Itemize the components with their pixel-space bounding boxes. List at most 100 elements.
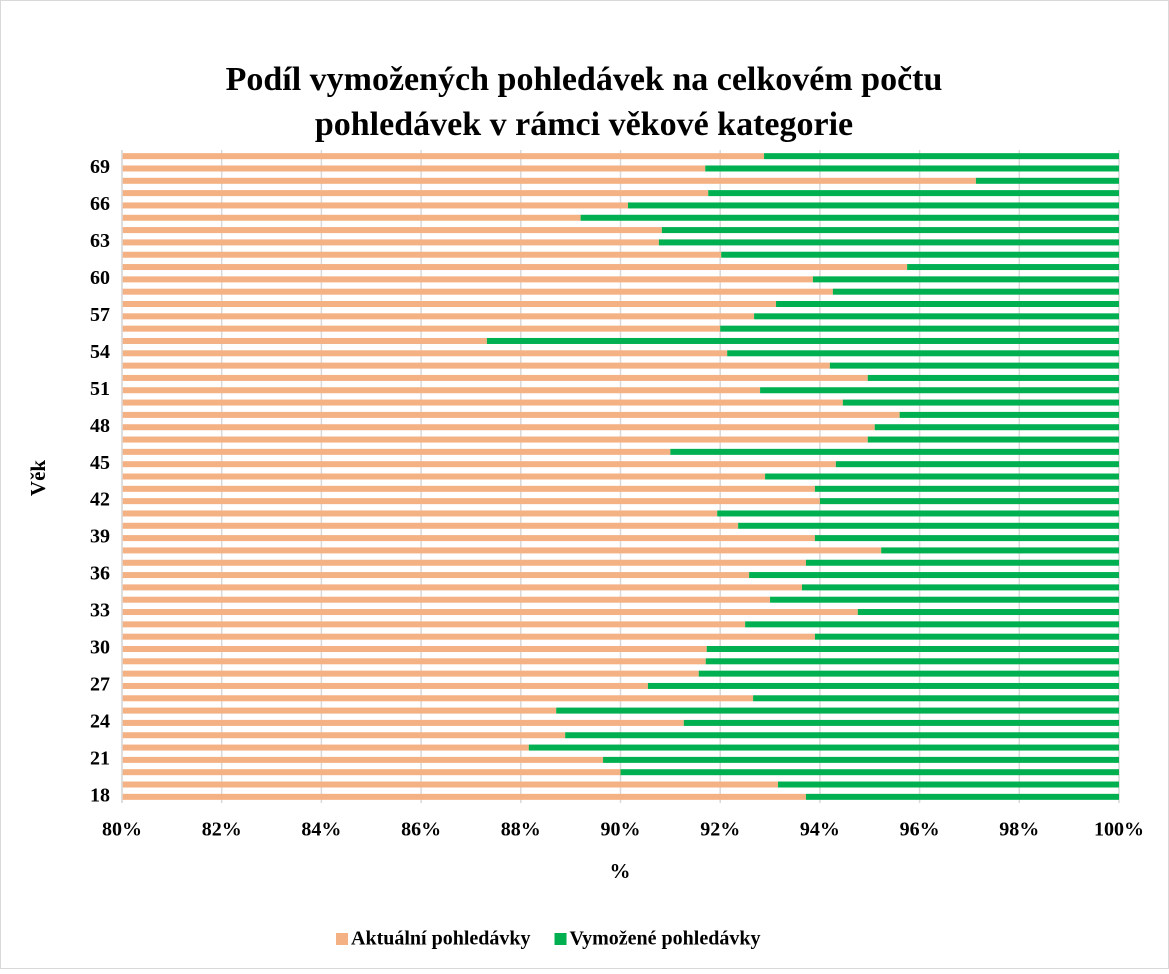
bar-segment xyxy=(708,190,1119,197)
bar-segment xyxy=(580,214,1119,221)
y-tick-label: 24 xyxy=(90,711,110,733)
bar-segment xyxy=(122,559,806,566)
chart-subtitle: pohledávek v rámci věkové kategorie xyxy=(315,106,853,143)
bar-segment xyxy=(122,769,621,776)
bar-segment xyxy=(122,387,761,394)
bar-segment xyxy=(122,695,754,702)
y-tick-label: 18 xyxy=(90,784,110,806)
bar-segment xyxy=(670,448,1119,455)
bar-segment xyxy=(122,670,699,677)
bar-segment xyxy=(867,436,1119,443)
bar-segment xyxy=(565,732,1119,739)
legend-label: Aktuální pohledávky xyxy=(351,928,531,950)
y-tick-label: 45 xyxy=(90,452,110,474)
bar-segment xyxy=(832,288,1119,295)
bar-segment xyxy=(122,658,706,665)
bar-segment xyxy=(122,732,566,739)
bar-segment xyxy=(122,682,648,689)
x-tick-label: 100% xyxy=(1094,819,1144,841)
bar-segment xyxy=(122,522,739,529)
bar-segment xyxy=(814,633,1119,640)
bar-segment xyxy=(975,177,1119,184)
bar-segment xyxy=(764,153,1119,160)
bar-segment xyxy=(122,301,777,308)
bar-segment xyxy=(122,498,820,505)
bar-segment xyxy=(122,337,487,344)
y-axis-label: Věk xyxy=(26,460,50,496)
bar-segment xyxy=(122,251,722,258)
bar-segment xyxy=(867,374,1119,381)
y-tick-label: 48 xyxy=(90,415,110,437)
bar-segment xyxy=(620,769,1119,776)
bar-segment xyxy=(122,584,802,591)
bar-segment xyxy=(122,572,750,579)
bar-segment xyxy=(749,572,1119,579)
bar-segment xyxy=(705,165,1119,172)
bar-segment xyxy=(717,510,1119,517)
bar-segment xyxy=(814,485,1119,492)
y-tick-label: 42 xyxy=(90,489,110,511)
y-tick-label: 63 xyxy=(90,230,110,252)
bar-segment xyxy=(874,424,1119,431)
bar-segment xyxy=(122,510,718,517)
y-tick-label: 60 xyxy=(90,267,110,289)
bar-segment xyxy=(776,301,1119,308)
bar-segment xyxy=(627,202,1119,209)
bar-segment xyxy=(683,719,1119,726)
x-tick-label: 84% xyxy=(301,819,341,841)
x-tick-label: 86% xyxy=(401,819,441,841)
legend-swatch xyxy=(554,933,567,945)
bar-segment xyxy=(778,781,1119,788)
bar-segment xyxy=(720,325,1119,332)
x-tick-label: 98% xyxy=(999,819,1039,841)
bar-segment xyxy=(486,337,1119,344)
bar-segment xyxy=(122,276,813,283)
bar-segment xyxy=(760,387,1119,394)
bar-segment xyxy=(122,609,858,616)
bar-segment xyxy=(122,461,836,468)
bar-segment xyxy=(122,202,628,209)
bar-segment xyxy=(122,350,728,357)
bar-segment xyxy=(122,781,779,788)
bar-segment xyxy=(122,633,815,640)
bar-segment xyxy=(122,374,868,381)
bar-segment xyxy=(122,473,766,480)
bar-segment xyxy=(661,227,1119,234)
bar-segment xyxy=(528,744,1119,751)
x-tick-label: 90% xyxy=(601,819,641,841)
bar-segment xyxy=(814,535,1119,542)
bar-segment xyxy=(122,190,709,197)
y-tick-label: 27 xyxy=(90,674,110,696)
y-tick-label: 30 xyxy=(90,637,110,659)
y-tick-label: 51 xyxy=(90,378,110,400)
bar-segment xyxy=(122,177,976,184)
bar-segment xyxy=(122,362,830,369)
bar-segment xyxy=(556,707,1119,714)
bar-segment xyxy=(754,313,1119,320)
bar-segment xyxy=(122,707,557,714)
chart-title: Podíl vymožených pohledávek na celkovém … xyxy=(226,61,943,98)
bar-segment xyxy=(122,264,908,271)
x-tick-label: 82% xyxy=(202,819,242,841)
x-tick-label: 94% xyxy=(800,819,840,841)
bar-segment xyxy=(122,756,604,763)
bar-segment xyxy=(122,448,671,455)
bar-segment xyxy=(122,313,755,320)
bar-segment xyxy=(122,153,765,160)
bar-segment xyxy=(122,547,882,554)
bar-segment xyxy=(122,436,868,443)
bar-segment xyxy=(907,264,1119,271)
bar-segment xyxy=(122,793,806,800)
bar-segment xyxy=(122,645,707,652)
bar-segment xyxy=(835,461,1119,468)
bar-segment xyxy=(801,584,1119,591)
bar-segment xyxy=(698,670,1119,677)
bar-segment xyxy=(899,411,1119,418)
bar-segment xyxy=(122,596,771,603)
bar-segment xyxy=(122,485,815,492)
bar-segment xyxy=(122,214,581,221)
bar-segment xyxy=(765,473,1119,480)
y-tick-label: 39 xyxy=(90,526,110,548)
